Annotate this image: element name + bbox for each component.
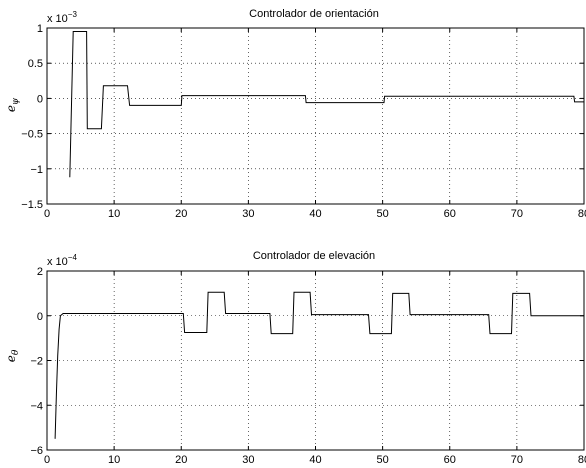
exponent-label-orientation: x 10−3 [47, 10, 77, 25]
series-line [54, 291, 584, 439]
y-tick-label: 0 [37, 93, 43, 105]
y-tick-label: 0 [37, 311, 43, 323]
x-tick-label: 10 [108, 208, 120, 220]
x-tick-label: 70 [511, 208, 523, 220]
exponent-label-elevation: x 10−4 [47, 253, 77, 268]
y-tick-label: 2 [37, 266, 43, 278]
grid-orientation [47, 28, 584, 204]
x-tick-label: 20 [175, 454, 187, 466]
x-tick-label: 80 [578, 454, 586, 466]
x-tick-label: 0 [44, 208, 50, 220]
subplot-title-orientation: Controlador de orientación [249, 8, 379, 20]
ticks-elevation: 0102030405060708020−2−4−6 [30, 266, 586, 466]
x-tick-label: 60 [444, 454, 456, 466]
y-tick-label: −0.5 [21, 129, 43, 141]
x-tick-label: 50 [377, 454, 389, 466]
x-tick-label: 20 [175, 208, 187, 220]
x-tick-label: 10 [108, 454, 120, 466]
x-tick-label: 30 [242, 454, 254, 466]
x-tick-label: 70 [511, 454, 523, 466]
subplot-elevation: Controlador de elevación x 10−4 eθ 0 10 20… [4, 250, 586, 466]
x-tick-label: 40 [309, 454, 321, 466]
series-orientation [69, 31, 584, 178]
grid-elevation [47, 271, 584, 450]
y-tick-label: −4 [30, 400, 43, 412]
axes-box-orientation [46, 27, 585, 205]
y-tick-label: −1.5 [21, 199, 43, 211]
series-line [69, 31, 584, 178]
subplot-title-elevation: Controlador de elevación [253, 250, 375, 262]
x-tick-label: 60 [444, 208, 456, 220]
y-tick-label: −6 [30, 445, 43, 457]
y-tick-label: −1 [30, 164, 43, 176]
axes-box-elevation [46, 270, 585, 451]
x-tick-label: 40 [309, 208, 321, 220]
x-tick-label: 80 [578, 208, 586, 220]
x-tick-label: 30 [242, 208, 254, 220]
subplot-orientation: Controlador de orientación x 10−3 eψ 0 10… [4, 8, 586, 220]
y-tick-label: −2 [30, 356, 43, 368]
y-axis-label-orientation: eψ [4, 97, 21, 112]
y-tick-label: 1 [37, 23, 43, 35]
x-tick-label: 0 [44, 454, 50, 466]
ticks-orientation: 0 10 20 30 40 50 60 70 80 1 0.5 0 −0.5 −1 −1.5 [21, 23, 586, 220]
x-tick-label: 50 [377, 208, 389, 220]
y-tick-label: 0.5 [28, 58, 43, 70]
series-elevation [54, 291, 584, 439]
y-axis-label-elevation: eθ [4, 349, 21, 362]
